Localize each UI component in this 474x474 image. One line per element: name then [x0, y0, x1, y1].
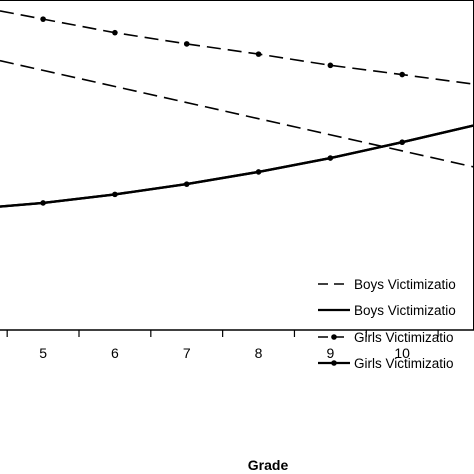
plot-area: [0, 0, 474, 330]
x-tick-label: 9: [326, 345, 334, 361]
series-line: [0, 124, 474, 208]
series-line: [0, 59, 474, 168]
x-axis-title: Grade: [248, 457, 289, 473]
legend-item: Girls Victimizatio: [318, 356, 454, 371]
x-tick-label: 10: [394, 345, 410, 361]
data-point: [327, 155, 334, 161]
legend-label: Boys Victimizatio: [354, 277, 456, 292]
series-1: [0, 59, 474, 168]
data-point: [399, 139, 405, 146]
data-point: [255, 169, 262, 175]
x-tick-label: 6: [111, 345, 119, 361]
series-2: [0, 124, 474, 208]
legend-label: Boys Victimizatio: [354, 303, 456, 318]
legend-label: Girls Victimizatio: [354, 356, 454, 371]
legend-item: Girls Victimizatio: [318, 330, 454, 345]
series-4: [0, 124, 474, 208]
x-axis: 5 6 7 8 9 10: [0, 329, 474, 361]
x-tick-label: 7: [183, 345, 191, 361]
data-point: [399, 71, 405, 78]
data-point: [40, 16, 46, 22]
legend-marker: [331, 334, 337, 340]
legend-label: Girls Victimizatio: [354, 330, 454, 345]
legend-item: Boys Victimizatio: [318, 303, 456, 318]
legend: Boys Victimizatio Boys Victimizatio Girls …: [318, 277, 456, 371]
data-point: [183, 41, 190, 47]
data-point: [40, 200, 46, 206]
x-tick-label: 8: [255, 345, 263, 361]
data-point: [255, 51, 262, 57]
data-point: [112, 191, 118, 198]
series-line: [0, 124, 474, 208]
series-3: [0, 10, 474, 85]
data-point: [183, 181, 190, 187]
legend-marker: [331, 360, 337, 366]
legend-item: Boys Victimizatio: [318, 277, 456, 292]
x-tick-label: 5: [39, 345, 47, 361]
data-point: [112, 29, 118, 36]
data-point: [327, 62, 334, 69]
